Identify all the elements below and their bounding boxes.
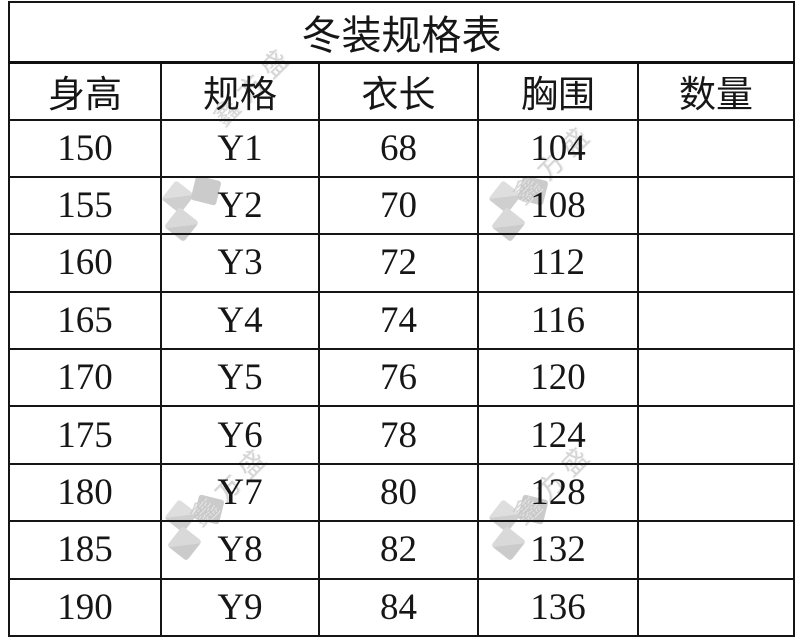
cell-height-row3: 160 [8, 233, 162, 293]
cell-length-row6: 78 [318, 405, 479, 465]
cell-chest-row7: 128 [477, 462, 639, 523]
cell-spec-row1: Y1 [160, 118, 320, 178]
cell-length-row9: 84 [318, 577, 479, 637]
cell-chest-row3: 112 [477, 233, 639, 293]
table-row-9: 190 Y9 84 136 [8, 577, 796, 637]
cell-quantity-row1 [636, 118, 796, 178]
cell-spec-row2: Y2 [160, 175, 320, 236]
table-row-2: 155 Y2 70 108 [8, 175, 796, 236]
cell-quantity-row8 [636, 520, 796, 580]
cell-chest-row6: 124 [477, 405, 639, 465]
cell-height-row5: 170 [8, 347, 162, 408]
cell-chest-row9: 136 [477, 577, 639, 637]
header-quantity: 数量 [636, 61, 796, 121]
cell-spec-row3: Y3 [160, 233, 320, 293]
cell-quantity-row4 [636, 290, 796, 351]
cell-spec-row4: Y4 [160, 290, 320, 351]
cell-height-row8: 185 [8, 520, 162, 580]
header-chest: 胸围 [477, 61, 639, 121]
cell-quantity-row5 [636, 347, 796, 408]
cell-quantity-row3 [636, 233, 796, 293]
cell-spec-row8: Y8 [160, 520, 320, 580]
cell-length-row4: 74 [318, 290, 479, 351]
cell-spec-row9: Y9 [160, 577, 320, 637]
cell-height-row6: 175 [8, 405, 162, 465]
header-length: 衣长 [318, 61, 479, 121]
cell-chest-row5: 120 [477, 347, 639, 408]
cell-length-row5: 76 [318, 347, 479, 408]
cell-quantity-row2 [636, 175, 796, 236]
cell-length-row1: 68 [318, 118, 479, 178]
table-row-5: 170 Y5 76 120 [8, 347, 796, 408]
table-row-6: 175 Y6 78 124 [8, 405, 796, 465]
cell-height-row1: 150 [8, 118, 162, 178]
spec-table: 冬装规格表 身高 规格 衣长 胸围 数量 150 Y1 68 104 155 Y2 70 108 160… [7, 1, 796, 637]
table-row-4: 165 Y4 74 116 [8, 290, 796, 351]
cell-spec-row6: Y6 [160, 405, 320, 465]
cell-length-row2: 70 [318, 175, 479, 236]
cell-length-row3: 72 [318, 233, 479, 293]
cell-quantity-row7 [636, 462, 796, 523]
table-row-3: 160 Y3 72 112 [8, 233, 796, 293]
cell-chest-row2: 108 [477, 175, 639, 236]
cell-length-row8: 82 [318, 520, 479, 580]
cell-chest-row1: 104 [477, 118, 639, 178]
cell-chest-row8: 132 [477, 520, 639, 580]
cell-chest-row4: 116 [477, 290, 639, 351]
cell-quantity-row9 [636, 577, 796, 637]
table-row-7: 180 Y7 80 128 [8, 462, 796, 523]
table-row-8: 185 Y8 82 132 [8, 520, 796, 580]
cell-height-row7: 180 [8, 462, 162, 523]
cell-length-row7: 80 [318, 462, 479, 523]
title-row: 冬装规格表 [7, 1, 796, 64]
table-row-1: 150 Y1 68 104 [8, 118, 796, 178]
header-spec: 规格 [160, 61, 320, 121]
cell-height-row2: 155 [8, 175, 162, 236]
cell-height-row4: 165 [8, 290, 162, 351]
cell-spec-row5: Y5 [160, 347, 320, 408]
table-title: 冬装规格表 [7, 1, 796, 64]
cell-quantity-row6 [636, 405, 796, 465]
header-row: 身高 规格 衣长 胸围 数量 [8, 61, 796, 121]
cell-height-row9: 190 [8, 577, 162, 637]
cell-spec-row7: Y7 [160, 462, 320, 523]
header-height: 身高 [8, 61, 162, 121]
